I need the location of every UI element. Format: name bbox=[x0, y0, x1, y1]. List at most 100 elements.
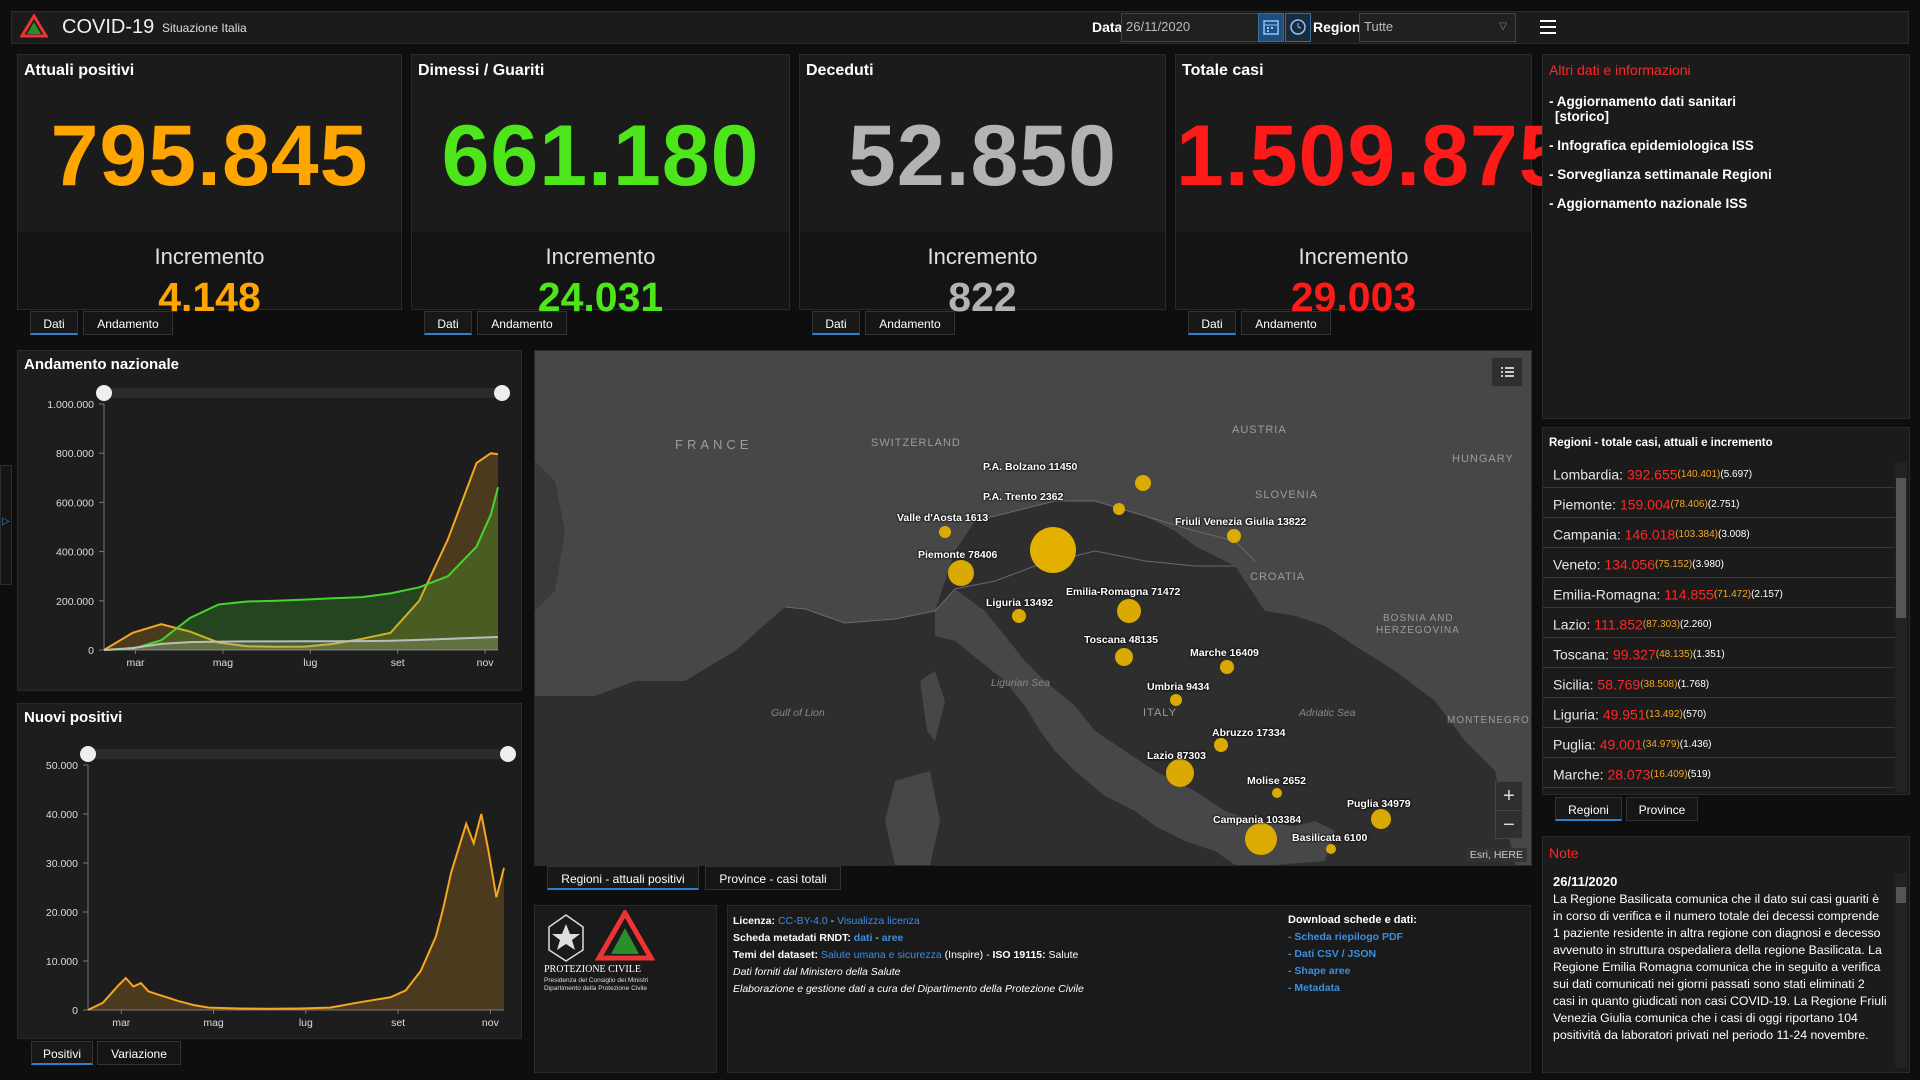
zoom-out-button[interactable]: − bbox=[1503, 814, 1515, 836]
region-row[interactable]: Campania: 146.018(103.384)(3.008) bbox=[1543, 518, 1895, 548]
tab-variazione[interactable]: Variazione bbox=[97, 1041, 181, 1065]
menu-button[interactable] bbox=[1534, 14, 1564, 41]
chart-andamento: 1.000.000 800.000 600.000 400.000 200.000 0 ma… bbox=[47, 385, 510, 669]
scrollbar-thumb[interactable] bbox=[1896, 478, 1906, 618]
region-row[interactable]: Puglia: 49.001(34.979)(1.436) bbox=[1543, 728, 1895, 758]
scrollbar-thumb[interactable] bbox=[1896, 887, 1906, 903]
side-drawer-handle[interactable]: ▷ bbox=[0, 465, 12, 585]
slider-handle-start[interactable] bbox=[80, 746, 96, 762]
x-tick-label: nov bbox=[482, 1017, 500, 1029]
region-row[interactable]: Lazio: 111.852(87.303)(2.260) bbox=[1543, 608, 1895, 638]
link-aggiornamento-dati[interactable]: - Aggiornamento dati sanitari [storico] bbox=[1549, 94, 1772, 124]
calendar-button[interactable] bbox=[1258, 13, 1284, 42]
download-metadata-label: Metadata bbox=[1294, 982, 1340, 994]
elab-line: Elaborazione e gestione dati a cura del … bbox=[733, 983, 1084, 995]
info-panel: Altri dati e informazioni - Aggiornament… bbox=[1542, 54, 1910, 419]
link-storico[interactable]: [storico] bbox=[1555, 109, 1609, 124]
map-region-marker[interactable] bbox=[1214, 738, 1228, 752]
download-metadata-link[interactable]: - Metadata bbox=[1288, 982, 1340, 994]
metadata-aree-link[interactable]: aree bbox=[881, 932, 904, 944]
date-input[interactable]: 26/11/2020 bbox=[1121, 13, 1259, 42]
download-pdf-label: Scheda riepilogo PDF bbox=[1294, 931, 1403, 943]
region-label: Regione bbox=[1313, 19, 1369, 35]
metadata-dati-link[interactable]: dati bbox=[853, 932, 873, 944]
map-region-marker[interactable] bbox=[1371, 809, 1391, 829]
map-region-label: Emilia-Romagna 71472 bbox=[1066, 586, 1181, 598]
map-region-marker[interactable] bbox=[948, 560, 974, 586]
map-region-marker[interactable] bbox=[1135, 475, 1151, 491]
tab-province[interactable]: Province bbox=[1626, 797, 1698, 821]
y-tick-label: 200.000 bbox=[56, 596, 94, 608]
country-austria: AUSTRIA bbox=[1232, 424, 1287, 436]
link-sorveglianza[interactable]: - Sorveglianza settimanale Regioni bbox=[1549, 167, 1772, 182]
download-shape-link[interactable]: - Shape aree bbox=[1288, 965, 1351, 977]
map-legend-button[interactable] bbox=[1491, 357, 1523, 387]
tab-regioni-attuali[interactable]: Regioni - attuali positivi bbox=[547, 866, 699, 890]
license-link[interactable]: CC-BY-4.0 bbox=[777, 915, 828, 927]
info-title: Altri dati e informazioni bbox=[1549, 62, 1691, 78]
tab-andamento[interactable]: Andamento bbox=[865, 311, 955, 335]
app-title: COVID-19 bbox=[62, 16, 155, 38]
tab-dati[interactable]: Dati bbox=[812, 311, 860, 335]
region-row[interactable]: Liguria: 49.951(13.492)(570) bbox=[1543, 698, 1895, 728]
map-region-marker[interactable] bbox=[1326, 844, 1336, 854]
region-increment: (570) bbox=[1682, 708, 1707, 720]
tab-andamento[interactable]: Andamento bbox=[83, 311, 173, 335]
regions-scrollbar[interactable] bbox=[1895, 462, 1907, 792]
map-region-marker[interactable] bbox=[1166, 759, 1194, 787]
notes-scrollbar[interactable] bbox=[1895, 873, 1907, 1068]
tab-dati[interactable]: Dati bbox=[1188, 311, 1236, 335]
link-infografica[interactable]: - Infografica epidemiologica ISS bbox=[1549, 138, 1754, 153]
region-select[interactable]: Tutte ▽ bbox=[1359, 13, 1516, 42]
notes-date: 26/11/2020 bbox=[1553, 874, 1618, 889]
notes-title: Note bbox=[1549, 845, 1579, 861]
region-actual: (87.303) bbox=[1642, 618, 1681, 630]
themes-link[interactable]: Salute umana e sicurezza bbox=[820, 949, 942, 961]
map-region-marker[interactable] bbox=[1012, 609, 1026, 623]
region-row[interactable]: Piemonte: 159.004(78.406)(2.751) bbox=[1543, 488, 1895, 518]
map-region-marker[interactable] bbox=[1170, 694, 1182, 706]
tab-andamento[interactable]: Andamento bbox=[1241, 311, 1331, 335]
link-aggiornamento-iss[interactable]: - Aggiornamento nazionale ISS bbox=[1549, 196, 1748, 211]
time-button[interactable] bbox=[1285, 13, 1311, 42]
view-license-link[interactable]: Visualizza licenza bbox=[837, 915, 920, 927]
y-tick-label: 20.000 bbox=[46, 907, 78, 919]
map-region-marker[interactable] bbox=[1117, 599, 1141, 623]
region-row[interactable]: Veneto: 134.056(75.152)(3.980) bbox=[1543, 548, 1895, 578]
tab-regioni[interactable]: Regioni bbox=[1555, 797, 1622, 821]
series-line bbox=[87, 813, 505, 1011]
map-region-label: Liguria 13492 bbox=[986, 597, 1054, 609]
region-row[interactable]: Sicilia: 58.769(38.508)(1.768) bbox=[1543, 668, 1895, 698]
kpi-title: Deceduti bbox=[806, 62, 874, 79]
tab-dati[interactable]: Dati bbox=[30, 311, 78, 335]
slider-handle-start[interactable] bbox=[96, 385, 112, 401]
slider-handle-end[interactable] bbox=[494, 385, 510, 401]
map-region-marker[interactable] bbox=[1113, 503, 1125, 515]
series-area bbox=[104, 487, 498, 650]
map-view[interactable]: FRANCE SWITZERLAND AUSTRIA HUNGARY SLOVE… bbox=[534, 350, 1532, 866]
map-region-marker[interactable] bbox=[1115, 648, 1133, 666]
map-region-marker[interactable] bbox=[1245, 823, 1277, 855]
tab-andamento[interactable]: Andamento bbox=[477, 311, 567, 335]
kpi-value: 1.509.875 bbox=[1176, 108, 1568, 204]
tab-positivi[interactable]: Positivi bbox=[31, 1041, 93, 1065]
download-pdf-link[interactable]: - Scheda riepilogo PDF bbox=[1288, 931, 1403, 943]
region-row[interactable]: Lombardia: 392.655(140.401)(5.697) bbox=[1543, 458, 1895, 488]
map-region-marker[interactable] bbox=[1227, 529, 1241, 543]
map-region-marker[interactable] bbox=[1220, 660, 1234, 674]
kpi-panel: Totale casi 1.509.875 Incremento 29.003 bbox=[1175, 54, 1568, 320]
tab-dati[interactable]: Dati bbox=[424, 311, 472, 335]
map-region-marker[interactable] bbox=[939, 526, 951, 538]
region-increment: (2.260) bbox=[1680, 618, 1712, 630]
map-region-marker[interactable] bbox=[1272, 788, 1282, 798]
region-total: 49.951 bbox=[1602, 706, 1646, 723]
map-region-marker[interactable] bbox=[1030, 527, 1076, 573]
region-row[interactable]: Toscana: 99.327(48.135)(1.351) bbox=[1543, 638, 1895, 668]
list-icon bbox=[1501, 367, 1514, 377]
tab-province-totali[interactable]: Province - casi totali bbox=[705, 866, 841, 890]
zoom-in-button[interactable]: + bbox=[1496, 782, 1522, 811]
slider-handle-end[interactable] bbox=[500, 746, 516, 762]
download-csv-link[interactable]: - Dati CSV / JSON bbox=[1288, 948, 1377, 960]
region-row[interactable]: Marche: 28.073(16.409)(519) bbox=[1543, 758, 1895, 788]
region-row[interactable]: Emilia-Romagna: 114.855(71.472)(2.157) bbox=[1543, 578, 1895, 608]
